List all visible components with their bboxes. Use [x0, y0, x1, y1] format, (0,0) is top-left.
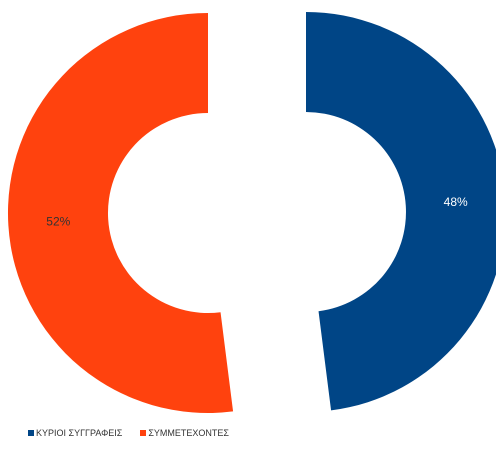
slice-participants	[7, 12, 234, 413]
legend-swatch-main-authors	[28, 430, 34, 436]
chart-legend: ΚΥΡΙΟΙ ΣΥΓΓΡΑΦΕΙΣ ΣΥΜΜΕΤΕΧΟΝΤΕΣ	[28, 428, 229, 438]
slice-main-authors	[306, 12, 496, 411]
slice-label-participants: 52%	[46, 215, 70, 229]
legend-label-main-authors: ΚΥΡΙΟΙ ΣΥΓΓΡΑΦΕΙΣ	[36, 428, 123, 438]
legend-label-participants: ΣΥΜΜΕΤΕΧΟΝΤΕΣ	[148, 428, 229, 438]
slice-label-main-authors: 48%	[444, 195, 468, 209]
legend-swatch-participants	[140, 430, 147, 436]
legend-item-main-authors: ΚΥΡΙΟΙ ΣΥΓΓΡΑΦΕΙΣ	[28, 428, 122, 438]
donut-chart: 48% 52%	[7, 12, 496, 413]
legend-item-participants: ΣΥΜΜΕΤΕΧΟΝΤΕΣ	[140, 428, 229, 438]
